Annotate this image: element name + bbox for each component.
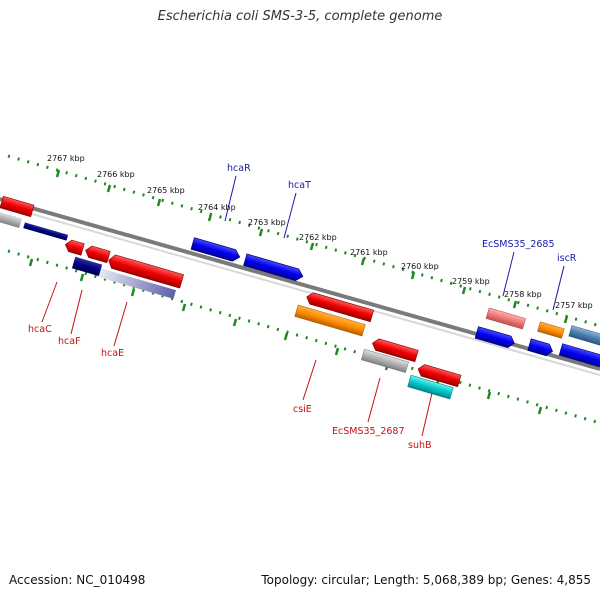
feature-blue-right[interactable]	[558, 343, 600, 368]
label-leaders	[41, 175, 565, 437]
gene-iscR[interactable]	[527, 338, 554, 357]
feature-steel-right[interactable]	[568, 325, 600, 348]
gene-hcaF[interactable]	[64, 239, 85, 256]
tick-label: 2758 kbp	[504, 290, 542, 299]
accession-text: Accession: NC_010498	[9, 573, 146, 587]
label-EcSMS35_2687: EcSMS35_2687	[332, 426, 405, 437]
gene-hcaT[interactable]	[243, 253, 305, 282]
tick-label: 2765 kbp	[147, 186, 185, 195]
gene-csiE[interactable]	[305, 291, 375, 323]
feature-cyan[interactable]	[407, 374, 454, 400]
genome-stats-text: Topology: circular; Length: 5,068,389 bp…	[261, 573, 591, 587]
tick-label: 2760 kbp	[401, 262, 439, 271]
label-iscR: iscR	[557, 253, 577, 264]
genome-title: Escherichia coli SMS-3-5, complete genom…	[157, 9, 443, 24]
kbp-labels: 2767 kbp 2766 kbp 2765 kbp 2764 kbp 2763…	[47, 154, 593, 310]
tick-label: 2761 kbp	[350, 248, 388, 257]
genome-backbone	[0, 197, 600, 376]
feature-navy-1[interactable]	[23, 222, 69, 241]
middle-cluster	[294, 291, 462, 400]
tick-label: 2762 kbp	[299, 233, 337, 242]
tick-label: 2759 kbp	[452, 277, 490, 286]
label-hcaF: hcaF	[58, 336, 81, 347]
feature-orange-iscR[interactable]	[537, 321, 565, 339]
label-hcaT: hcaT	[288, 180, 311, 191]
tick-label: 2766 kbp	[97, 170, 135, 179]
tick-label: 2763 kbp	[248, 218, 286, 227]
label-EcSMS35_2685: EcSMS35_2685	[482, 239, 555, 250]
feature-pink[interactable]	[485, 307, 526, 330]
forward-genes	[190, 237, 305, 282]
gene-EcSMS35_2685[interactable]	[474, 326, 516, 349]
feature-fade[interactable]	[98, 268, 176, 299]
gene-hcaE[interactable]	[107, 253, 184, 289]
gene-suhB[interactable]	[416, 363, 462, 388]
label-hcaC: hcaC	[28, 324, 52, 335]
feature-gray-left[interactable]	[0, 211, 22, 228]
label-hcaE: hcaE	[101, 348, 124, 359]
gene-labels: hcaR hcaT EcSMS35_2685 iscR hcaC hcaF hc…	[28, 163, 577, 451]
gene-hcaC[interactable]	[0, 195, 35, 218]
gene-hcaE-part[interactable]	[84, 245, 111, 264]
gene-hcaR[interactable]	[190, 237, 241, 263]
feature-orange-csiE[interactable]	[294, 304, 366, 337]
left-cluster	[0, 195, 184, 299]
gene-EcSMS35_2687[interactable]	[371, 337, 419, 363]
label-suhB: suhB	[408, 440, 432, 451]
tick-label: 2767 kbp	[47, 154, 85, 163]
label-hcaR: hcaR	[227, 163, 251, 174]
forward-scale-ticks	[55, 169, 569, 324]
feature-navy-2[interactable]	[71, 256, 103, 277]
tick-label: 2764 kbp	[198, 203, 236, 212]
tick-label: 2757 kbp	[555, 301, 593, 310]
label-csiE: csiE	[293, 404, 312, 415]
feature-gray-mid[interactable]	[361, 348, 409, 373]
